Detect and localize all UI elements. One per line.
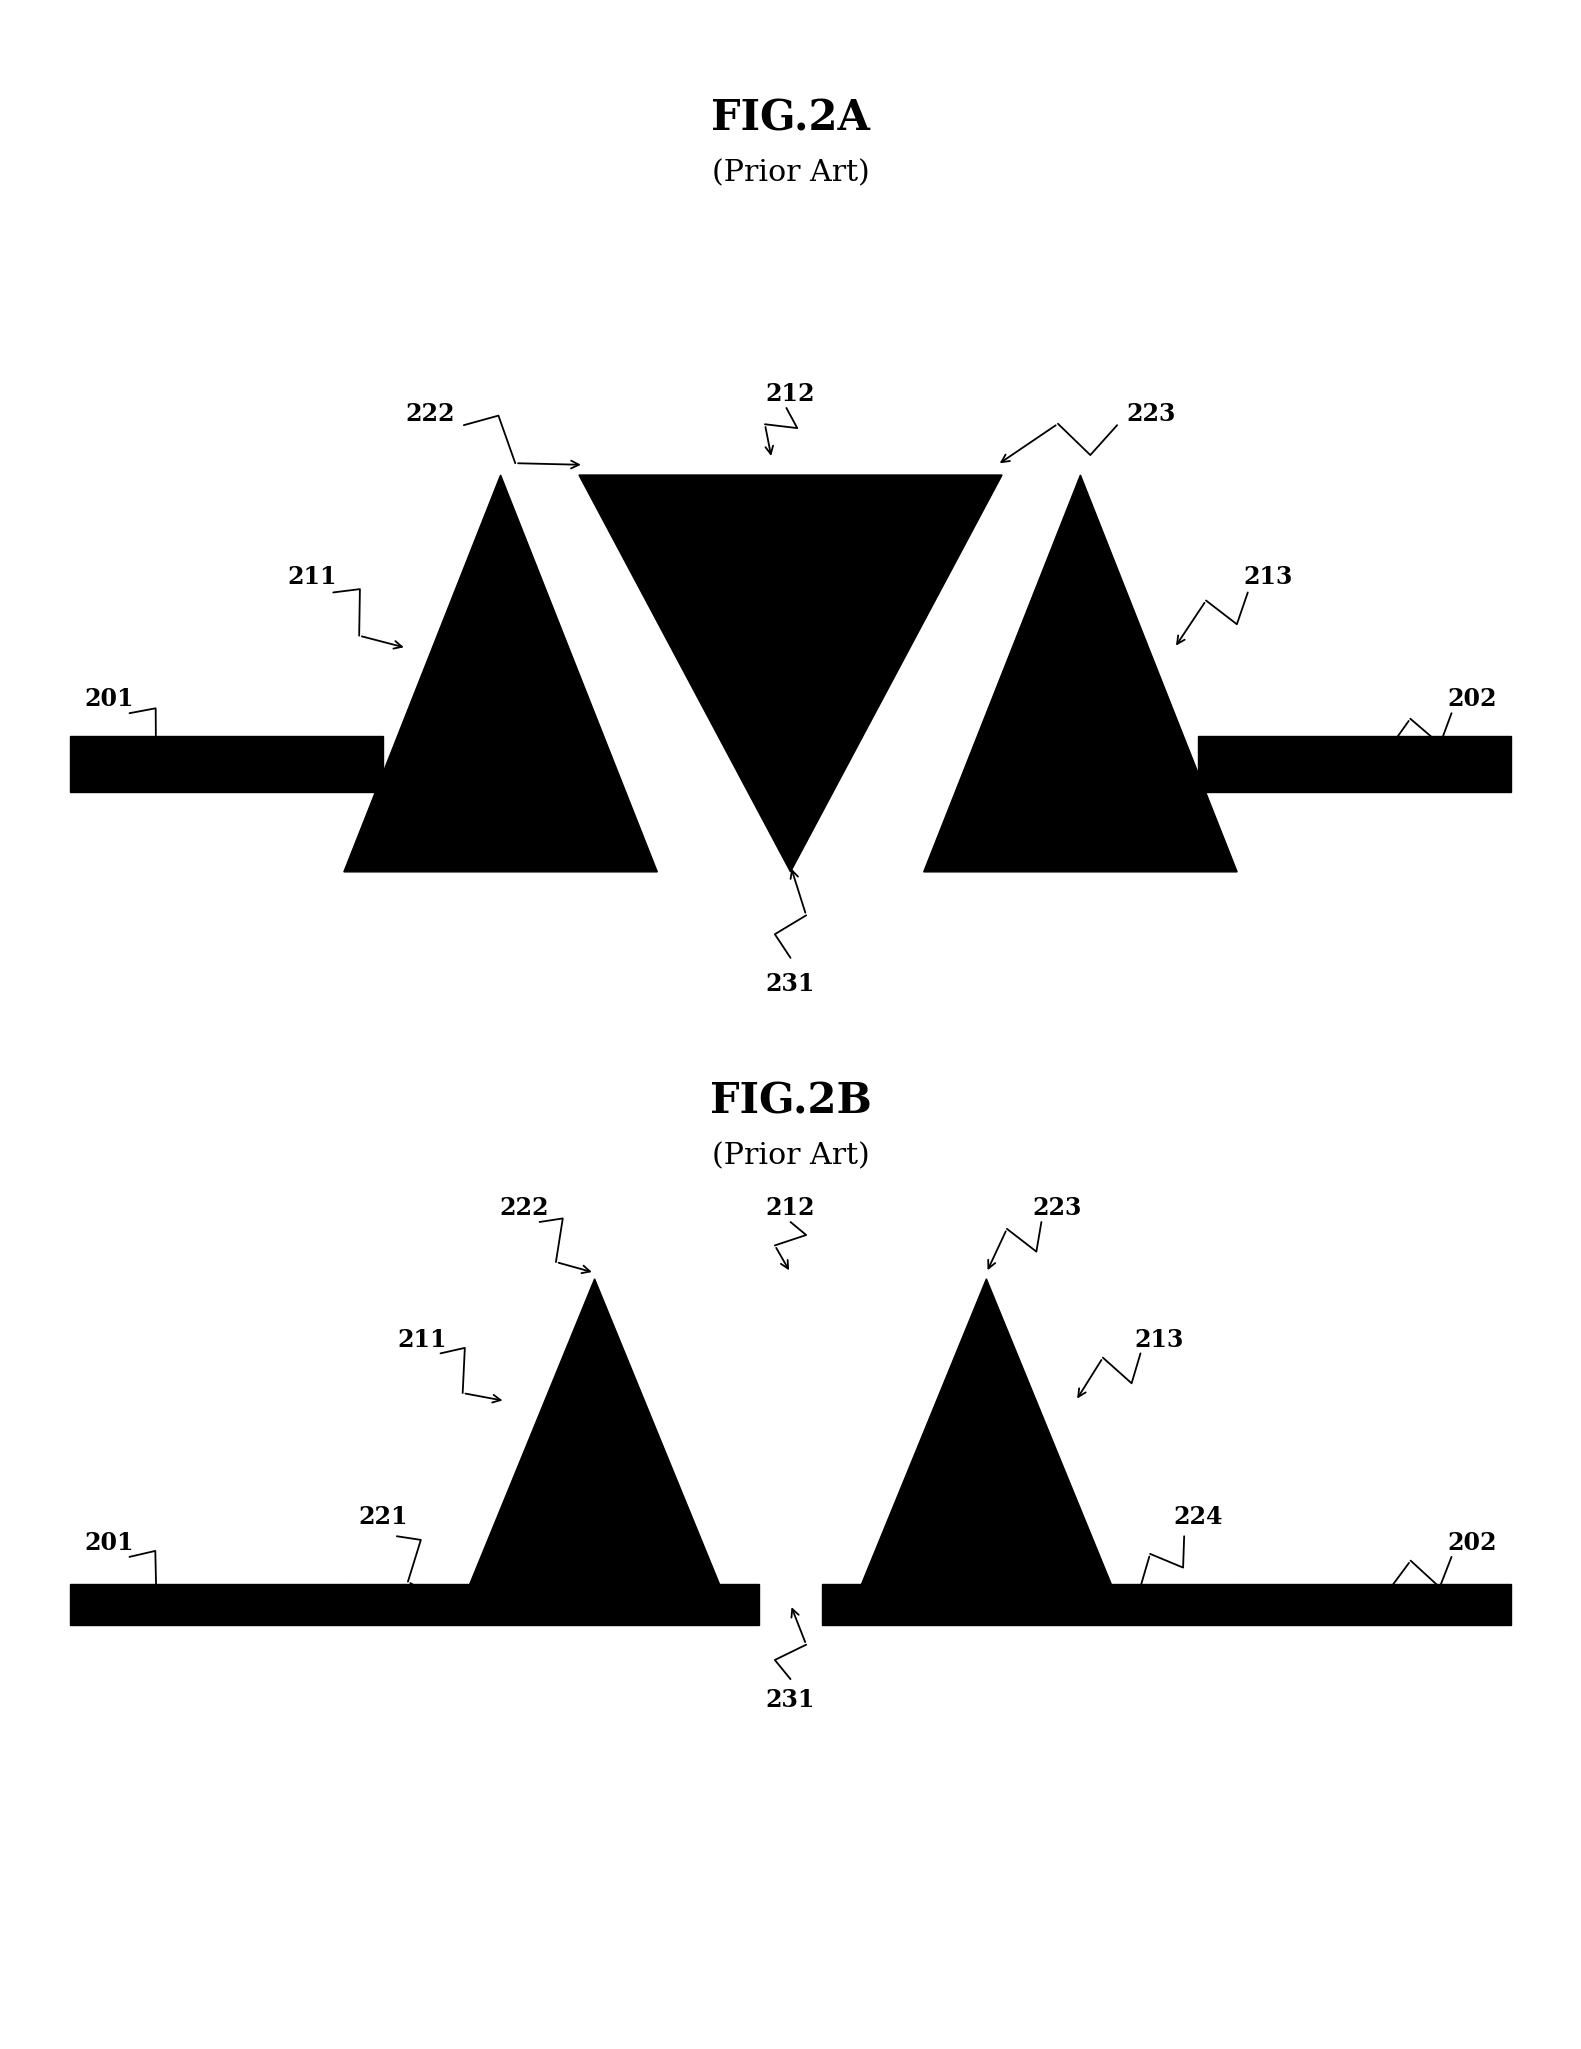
Bar [70, 1584, 345, 1625]
Text: 212: 212 [765, 381, 816, 406]
Text: 201: 201 [84, 686, 133, 711]
Bar [345, 1584, 422, 1625]
Text: 223: 223 [1032, 1197, 1081, 1219]
Polygon shape [923, 475, 1236, 873]
Text: 213: 213 [1134, 1328, 1184, 1352]
Text: 202: 202 [1448, 686, 1497, 711]
Polygon shape [854, 1279, 1119, 1604]
Text: 212: 212 [765, 1197, 816, 1219]
Polygon shape [579, 475, 1002, 873]
Bar [822, 1584, 1159, 1625]
Bar [1159, 1584, 1236, 1625]
Text: 201: 201 [84, 1531, 133, 1555]
Bar [1236, 1584, 1511, 1625]
Text: 221: 221 [359, 1506, 408, 1529]
Text: 211: 211 [288, 566, 337, 588]
Text: (Prior Art): (Prior Art) [711, 1143, 870, 1170]
Text: 222: 222 [500, 1197, 549, 1219]
Text: 231: 231 [765, 1688, 816, 1713]
Bar [422, 1584, 759, 1625]
Text: 222: 222 [405, 402, 455, 426]
Text: (Prior Art): (Prior Art) [711, 160, 870, 189]
Text: 202: 202 [1448, 1531, 1497, 1555]
Bar [1198, 736, 1511, 793]
Bar [70, 736, 383, 793]
Text: FIG.2A: FIG.2A [711, 98, 870, 139]
Polygon shape [345, 475, 658, 873]
Text: 231: 231 [765, 971, 816, 996]
Text: 211: 211 [397, 1328, 447, 1352]
Text: 223: 223 [1126, 402, 1176, 426]
Text: 224: 224 [1173, 1506, 1222, 1529]
Polygon shape [462, 1279, 727, 1604]
Text: FIG.2B: FIG.2B [710, 1080, 871, 1123]
Text: 213: 213 [1244, 566, 1293, 588]
